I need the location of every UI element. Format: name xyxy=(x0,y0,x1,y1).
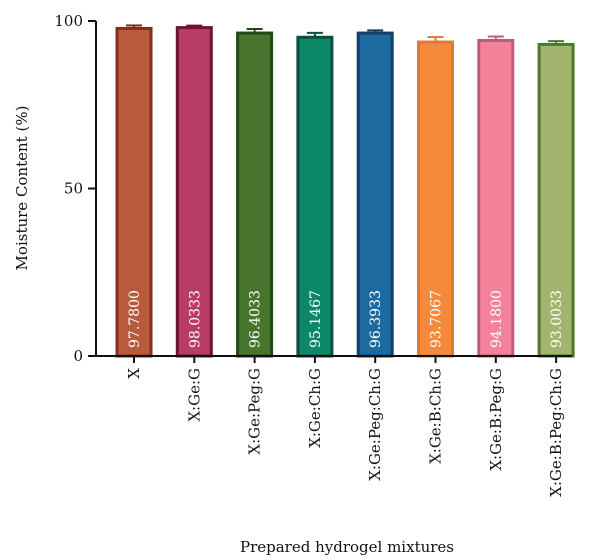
y-axis-title: Moisture Content (%) xyxy=(13,106,31,271)
error-bar-x-ge-b-ch-g xyxy=(427,36,444,43)
bar-x-ge-b-ch-g xyxy=(417,40,454,358)
x-tick-label-x-ge-b-ch-g: X:Ge:B:Ch:G xyxy=(427,368,445,464)
error-bar-x-ge-b-peg-g xyxy=(487,35,504,41)
x-tick-label-x-ge-b-peg-ch-g: X:Ge:B:Peg:Ch:G xyxy=(547,368,565,497)
x-tick-label-x-ge-ch-g: X:Ge:Ch:G xyxy=(306,368,324,448)
bar-x-ge-ch-g xyxy=(296,35,334,358)
bar-value-x-ge-b-peg-ch-g: 93.0033 xyxy=(549,290,565,348)
bar-value-x-ge-ch-g: 95.1467 xyxy=(308,290,324,348)
error-bar-x xyxy=(126,24,142,29)
error-bar-x-ge-peg-g xyxy=(246,28,263,34)
error-bar-x-ge-ch-g xyxy=(306,31,323,38)
x-axis-title: Prepared hydrogel mixtures xyxy=(240,538,454,556)
bar-value-x-ge-peg-ch-g: 96.3933 xyxy=(368,290,384,348)
bar-value-x-ge-peg-g: 96.4033 xyxy=(248,290,264,348)
bar-value-x-ge-g: 98.0333 xyxy=(187,290,203,348)
error-bar-x-ge-b-peg-ch-g xyxy=(548,40,565,45)
bar-value-labels: 97.7800 98.0333 96.4033 95.1467 96.3933 93.70… xyxy=(127,290,565,348)
y-ticks: 0 50 100 xyxy=(54,12,96,365)
error-bar-x-ge-g xyxy=(186,24,203,28)
bar-value-x-ge-b-ch-g: 93.7067 xyxy=(429,290,445,348)
x-tick-label-x-ge-g: X:Ge:G xyxy=(185,368,203,422)
y-tick-label: 0 xyxy=(73,347,83,365)
y-tick-label: 50 xyxy=(64,180,83,198)
x-tick-label-x: X xyxy=(125,368,143,379)
y-tick-label: 100 xyxy=(54,12,83,30)
x-tick-label-x-ge-peg-g: X:Ge:Peg:G xyxy=(246,368,264,455)
x-tick-label-x-ge-b-peg-g: X:Ge:B:Peg:G xyxy=(487,368,505,471)
error-bars-layer xyxy=(126,24,565,45)
bar-x-ge-b-peg-ch-g xyxy=(537,42,575,358)
error-bar-x-ge-peg-ch-g xyxy=(367,29,384,34)
x-tick-label-x-ge-peg-ch-g: X:Ge:Peg:Ch:G xyxy=(366,368,384,481)
x-ticks: X X:Ge:G X:Ge:Peg:G X:Ge:Ch:G X:Ge:Peg:Ch:G X… xyxy=(125,356,565,497)
bar-value-x: 97.7800 xyxy=(127,290,143,348)
bar-value-x-ge-b-peg-g: 94.1800 xyxy=(489,290,505,348)
